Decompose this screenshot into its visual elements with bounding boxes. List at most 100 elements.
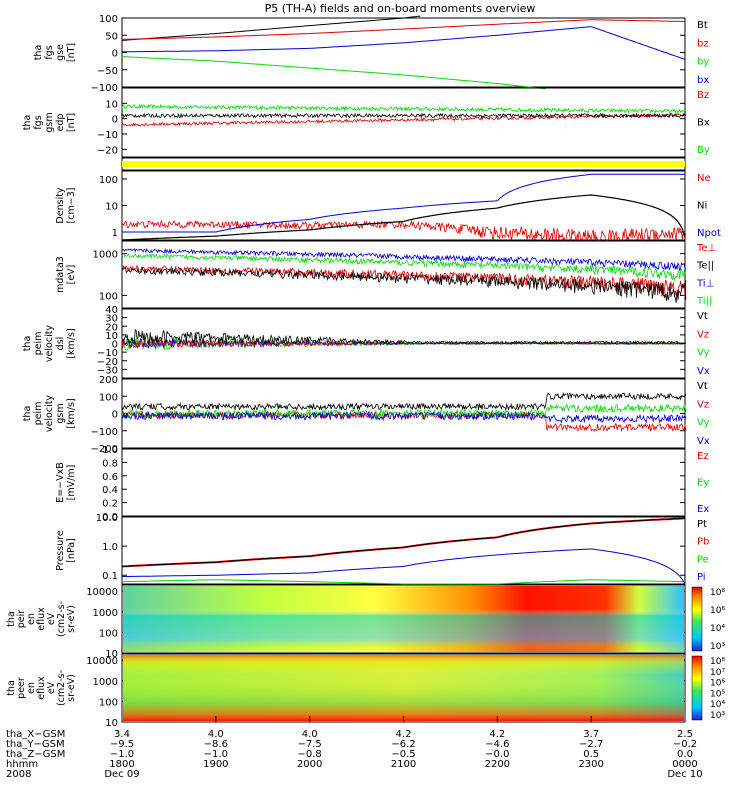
legend-entry-Ex: Ex <box>697 504 709 515</box>
colorbar-label: 10⁸ <box>710 588 725 598</box>
ylabel-line: eV <box>46 612 57 625</box>
panel-frame-density <box>121 170 686 241</box>
ylabel-line: [eV] <box>66 265 77 285</box>
ytick-label: 20 <box>105 322 118 333</box>
ytick-label: 100 <box>99 392 118 403</box>
legend-entry-Vt: Vt <box>697 311 708 322</box>
footer-row-label: 2008 <box>6 769 31 780</box>
ytick-label: 1000 <box>93 608 118 619</box>
ylabel-line: tha <box>22 115 33 131</box>
ytick-label: 10 <box>105 331 118 342</box>
ylabel-line: dsl <box>55 337 66 351</box>
legend-entry-Ni: Ni <box>697 201 707 212</box>
panel-frame-peir-spectrogram <box>121 584 686 654</box>
series-Ne <box>121 219 687 242</box>
ytick-label: 10.0 <box>96 513 118 524</box>
ylabel-line: [cm−3] <box>66 188 77 224</box>
legend-entry-Bz: Bz <box>697 90 709 101</box>
colorbar-label: 10³ <box>710 642 725 652</box>
legend-entry-Bx: Bx <box>697 118 710 129</box>
ytick-label: 0.2 <box>102 499 118 510</box>
footer-value: −8.6 <box>204 739 228 750</box>
footer-value: 2300 <box>578 759 603 770</box>
legend-entry-Bt: Bt <box>697 20 708 31</box>
ylabel-line: peim <box>33 332 44 356</box>
ytick-label: 10 <box>105 649 118 660</box>
ylabel-line: en <box>26 682 37 694</box>
footer-value: 3.4 <box>114 729 130 740</box>
legend-entry-Vz: Vz <box>697 329 709 340</box>
ytick-label: 1.0 <box>102 542 118 553</box>
series-Vy-gsm <box>121 403 687 419</box>
footer-value: 0.0 <box>677 749 693 760</box>
ylabel-line: E=−VxB <box>55 462 66 503</box>
footer-value: Dec 09 <box>104 769 139 780</box>
ylabel-line: fgs <box>33 115 44 129</box>
footer-row-label: hhmm <box>6 759 38 770</box>
ytick-label: 1000 <box>93 250 118 261</box>
ytick-label: 0.4 <box>102 485 118 496</box>
legend-entry-Te||: Te|| <box>696 261 714 272</box>
ytick-label: 100 <box>99 697 118 708</box>
plot-title: P5 (TH-A) fields and on-board moments ov… <box>265 2 536 15</box>
footer-row-label: tha_Z−GSM <box>6 749 65 760</box>
ylabel-line: sr-eV) <box>66 605 77 633</box>
ylabel-line: [nT] <box>66 43 77 62</box>
legend-entry-Vy: Vy <box>697 348 710 359</box>
legend-entry-Vz: Vz <box>697 399 709 410</box>
colorbar-label: 10⁵ <box>710 689 725 699</box>
footer-value: −0.0 <box>485 749 509 760</box>
footer-value: −4.6 <box>485 739 509 750</box>
series-Ti-par <box>121 252 687 282</box>
ytick-label: 10 <box>105 99 118 110</box>
legend-entry-Vt: Vt <box>697 381 708 392</box>
footer-value: −7.5 <box>298 739 322 750</box>
footer-value: 4.0 <box>302 729 318 740</box>
series-Vt-gsm <box>121 391 687 412</box>
ytick-label: −20 <box>97 145 118 156</box>
colorbar-label: 10⁷ <box>710 668 725 678</box>
legend-entry-By: By <box>697 145 710 156</box>
ytick-label: 1.0 <box>102 445 118 456</box>
ytick-label: 100 <box>99 628 118 639</box>
ylabel-line: [nPa] <box>66 538 77 563</box>
legend-entry-bx: bx <box>697 75 709 86</box>
footer-value: 4.2 <box>489 729 505 740</box>
ytick-label: −30 <box>97 365 118 376</box>
series-Vt-dsl <box>121 329 687 346</box>
footer-value: −0.8 <box>298 749 322 760</box>
ytick-label: 100 <box>99 175 118 186</box>
ytick-label: −10 <box>97 348 118 359</box>
series-Te-perp <box>121 264 687 298</box>
legend-entry-Ey: Ey <box>697 478 709 489</box>
footer-value: −9.5 <box>110 739 134 750</box>
footer-value: 4.2 <box>396 729 412 740</box>
footer-value: 0.5 <box>583 749 599 760</box>
spectrogram-overlay <box>123 655 684 721</box>
ytick-label: −100 <box>91 83 118 94</box>
ytick-label: 30 <box>105 314 118 325</box>
legend-entry-Ti⊥: Ti⊥ <box>696 278 714 289</box>
legend-entry-Pi: Pi <box>697 572 706 583</box>
colorbar-label: 10⁸ <box>710 657 725 667</box>
footer-value: 1900 <box>203 759 228 770</box>
ytick-label: 10000 <box>86 656 118 667</box>
ylabel-line: [nT] <box>66 113 77 132</box>
footer-value: Dec 10 <box>667 769 702 780</box>
legend-entry-Pt: Pt <box>697 519 707 530</box>
ytick-label: 1 <box>112 228 118 239</box>
colorbar-label: 10⁶ <box>710 606 725 616</box>
legend-entry-Vx: Vx <box>697 366 710 377</box>
ytick-label: −200 <box>91 444 118 455</box>
legend-entry-bz: bz <box>697 38 709 49</box>
series-Bt <box>121 15 421 41</box>
ytick-label: 1000 <box>93 677 118 688</box>
ytick-label: 0.0 <box>102 512 118 523</box>
ylabel-line: Density <box>55 187 66 223</box>
footer-value: −0.2 <box>673 739 697 750</box>
legend-entry-by: by <box>697 57 709 68</box>
footer-value: 0000 <box>672 759 697 770</box>
ylabel-line: gsm <box>44 112 55 132</box>
panel-frame-fgs-gse <box>121 17 686 88</box>
